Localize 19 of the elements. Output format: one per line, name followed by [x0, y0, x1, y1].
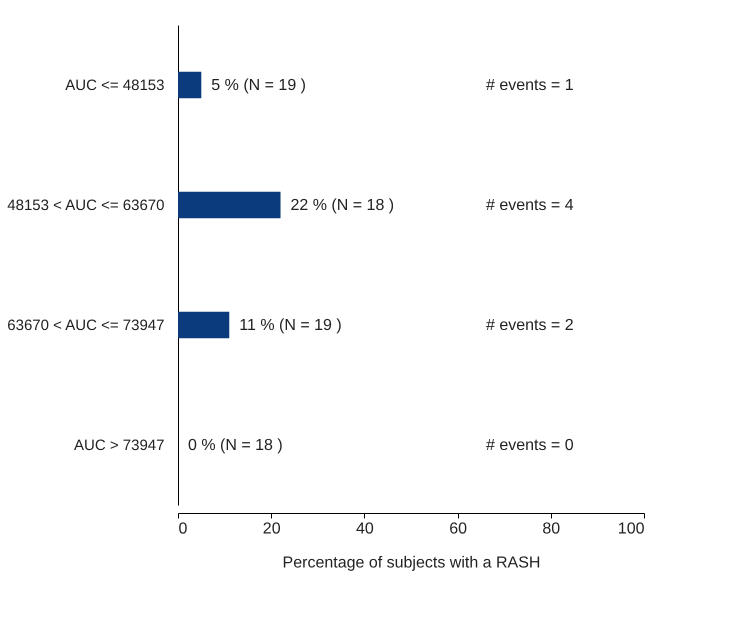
- data-label: 5 % (N = 19 ): [211, 77, 306, 94]
- x-tick-label: 60: [449, 520, 468, 538]
- annotation: # events = 2: [486, 317, 574, 334]
- data-label: 11 % (N = 19 ): [239, 317, 342, 334]
- x-tick-label: 20: [262, 520, 281, 538]
- y-tick-label: 48153 < AUC <= 63670: [7, 197, 164, 214]
- x-tick-label: 80: [542, 520, 560, 538]
- x-tick-label: 100: [618, 520, 645, 538]
- x-tick-label: 40: [356, 520, 374, 538]
- annotation: # events = 4: [486, 197, 574, 214]
- x-axis-title: Percentage of subjects with a RASH: [282, 554, 540, 572]
- data-label: 0 % (N = 18 ): [188, 437, 283, 454]
- y-tick-label: 63670 < AUC <= 73947: [7, 317, 164, 334]
- y-tick-label: AUC <= 48153: [65, 77, 164, 94]
- y-tick-label: AUC > 73947: [74, 437, 164, 454]
- x-tick-label: 0: [178, 520, 188, 538]
- annotation: # events = 0: [486, 437, 574, 454]
- annotation: # events = 1: [486, 77, 574, 94]
- data-label: 22 % (N = 18 ): [290, 197, 394, 214]
